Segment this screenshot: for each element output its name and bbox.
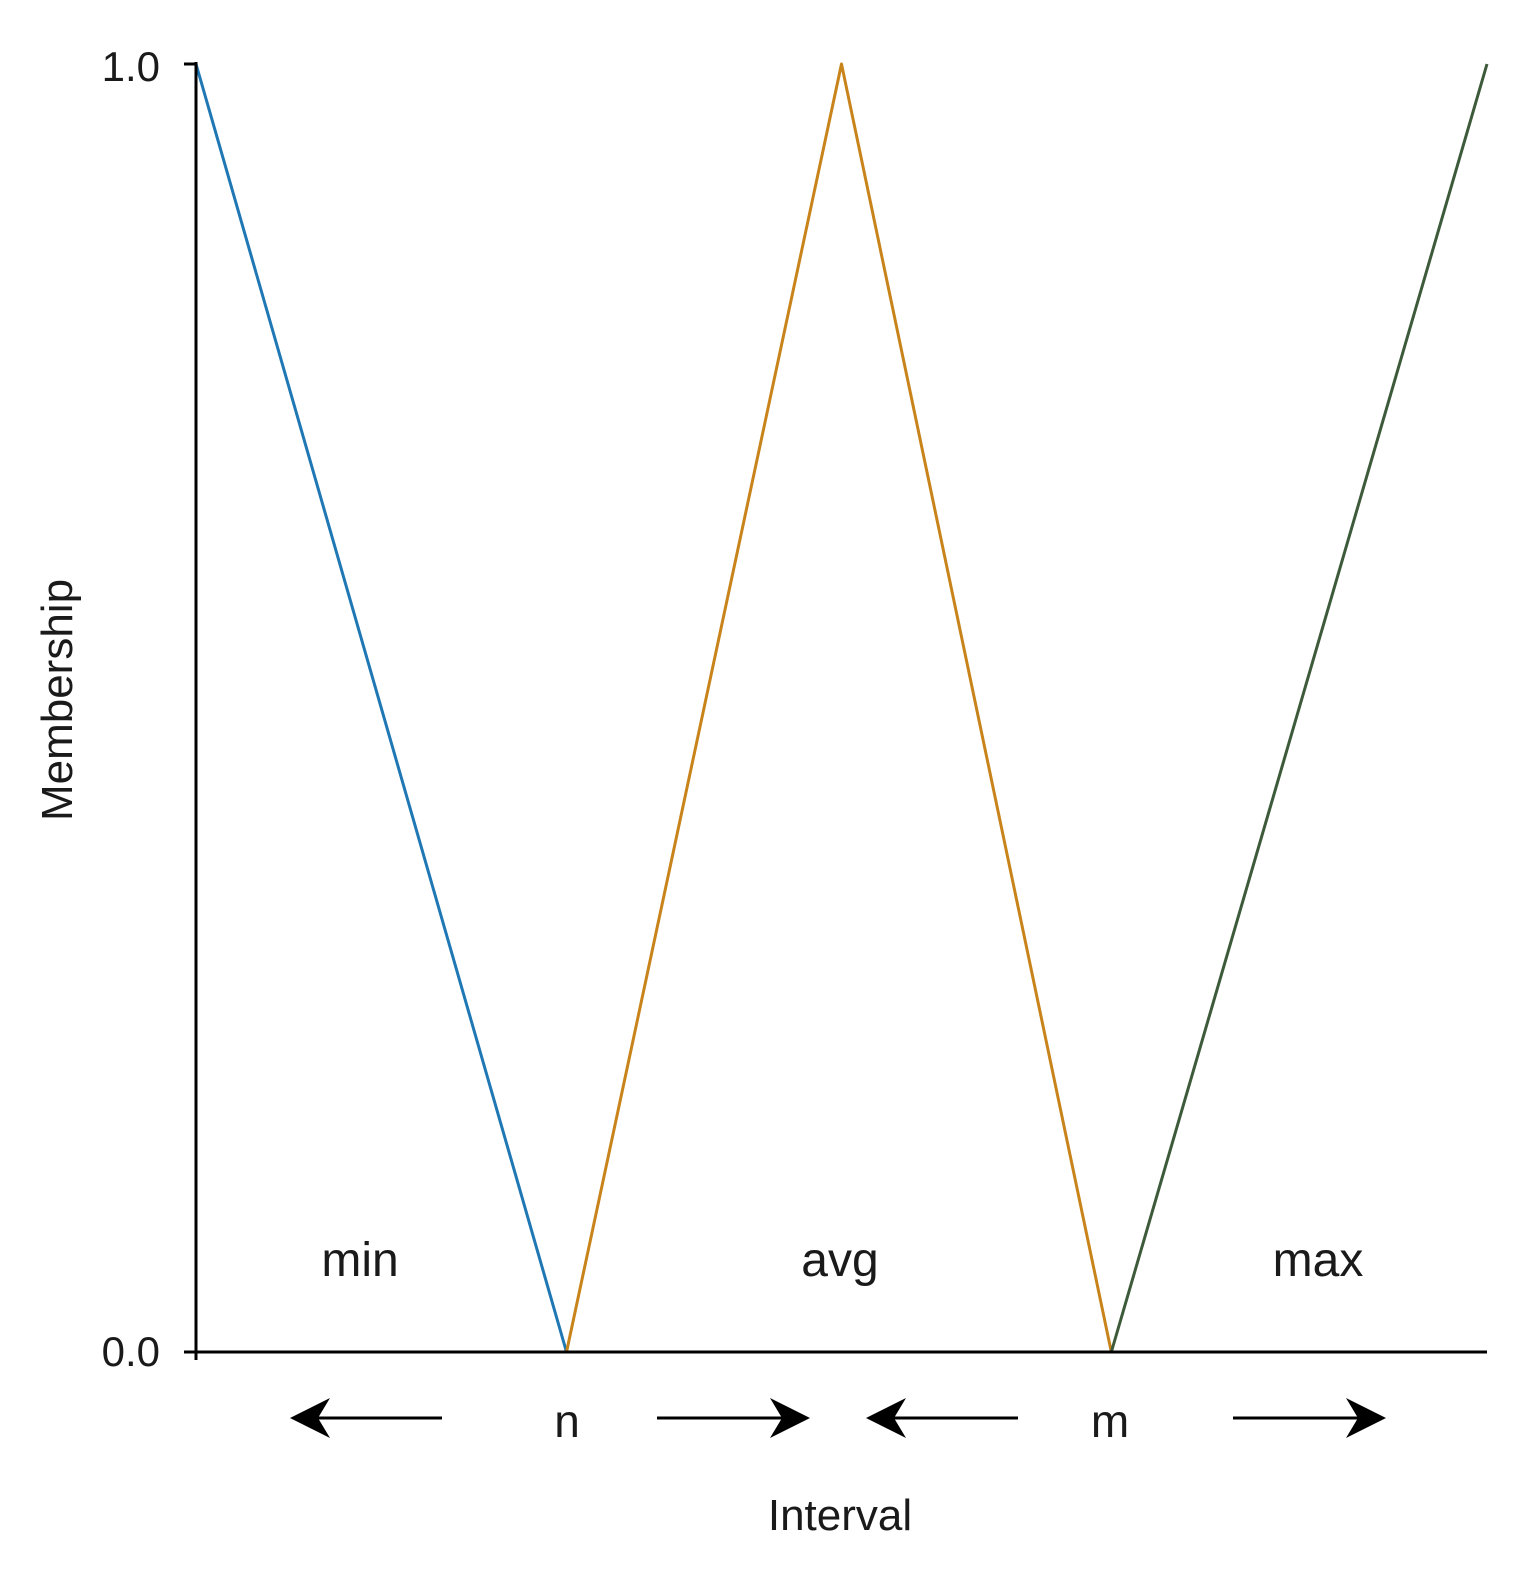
region-label-avg: avg — [801, 1234, 878, 1287]
arrow-left-2 — [866, 1398, 1018, 1438]
arrow-right-1 — [657, 1398, 810, 1438]
region-label-max: max — [1273, 1234, 1364, 1287]
arrow-right-2 — [1233, 1398, 1386, 1438]
point-label-m: m — [1091, 1395, 1129, 1447]
y-axis-title: Membership — [33, 579, 82, 821]
region-label-min: min — [321, 1234, 398, 1287]
series-line-1 — [194, 63, 568, 1353]
series-line-3 — [1109, 63, 1489, 1353]
x-axis-title: Interval — [768, 1491, 912, 1540]
arrow-left-1 — [290, 1398, 442, 1438]
y-tick-label-bottom: 0.0 — [102, 1328, 160, 1375]
series-layer — [194, 62, 1489, 1353]
series-line-2 — [565, 62, 1113, 1353]
point-label-n: n — [554, 1395, 580, 1447]
y-tick-label-top: 1.0 — [102, 43, 160, 90]
